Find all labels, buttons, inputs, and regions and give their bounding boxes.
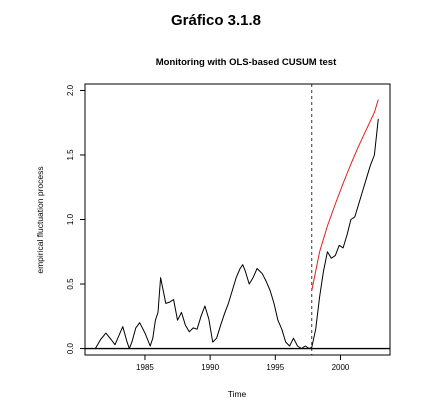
fluctuation-process-line (94, 118, 379, 349)
x-tick-label: 1995 (266, 363, 284, 372)
plot-frame (84, 83, 391, 356)
page-title: Gráfico 3.1.8 (170, 12, 262, 29)
y-tick-label: 0.5 (66, 278, 75, 290)
x-tick-label: 2000 (332, 363, 350, 372)
x-tick-label: 1990 (201, 363, 219, 372)
y-tick-label: 1.5 (66, 149, 75, 161)
y-tick-label: 2.0 (66, 84, 75, 96)
series-lines (85, 84, 390, 355)
y-axis-label: empirical fluctuation process (35, 166, 45, 273)
y-tick-label: 1.0 (66, 213, 75, 225)
x-tick-label: 1985 (136, 363, 154, 372)
chart-title: Monitoring with OLS-based CUSUM test (155, 57, 337, 68)
boundary-line (311, 99, 379, 291)
x-axis-label: Time (228, 389, 247, 399)
y-tick-label: 0.0 (66, 342, 75, 354)
axis-ticks: 1985 1990 1995 2000 0.0 0.5 1.0 1.5 2.0 (66, 84, 350, 372)
